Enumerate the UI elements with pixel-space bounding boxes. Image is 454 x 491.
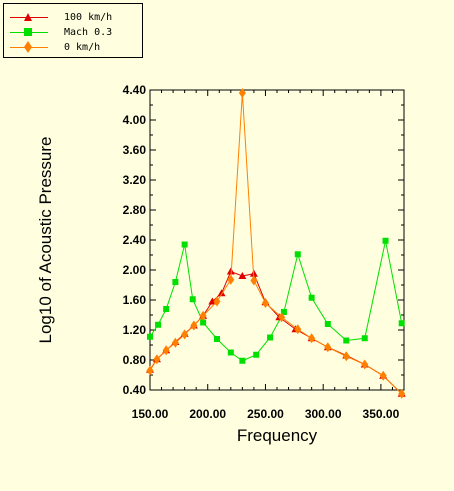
data-point-diamond	[379, 370, 387, 381]
data-point-square	[227, 349, 234, 356]
series-line-0	[149, 270, 403, 395]
series-line-1	[149, 240, 403, 362]
legend-item-100kmh: 100 km/h	[4, 10, 142, 25]
plot-frame	[149, 89, 405, 391]
y-tick-label: 0.40	[123, 383, 147, 397]
data-point-diamond	[278, 312, 286, 323]
legend-item-0kmh: 0 km/h	[4, 40, 142, 55]
data-point-diamond	[146, 365, 154, 376]
data-point-diamond	[227, 274, 235, 285]
data-point-square	[189, 296, 196, 303]
data-point-square	[147, 333, 153, 340]
data-point-triangle	[238, 272, 247, 279]
y-tick-label: 1.60	[123, 293, 147, 307]
y-tick-label: 4.00	[123, 113, 147, 127]
y-tick-label: 4.40	[123, 83, 147, 97]
data-point-square	[398, 320, 405, 327]
y-tick-label: 3.20	[123, 173, 147, 187]
data-point-square	[361, 335, 368, 342]
data-point-square	[280, 309, 287, 315]
data-point-square	[294, 251, 301, 258]
data-point-diamond	[398, 388, 406, 399]
data-point-diamond	[213, 296, 221, 307]
data-point-diamond	[361, 359, 369, 370]
data-point-square	[163, 306, 170, 312]
data-point-square	[213, 336, 220, 342]
data-point-diamond	[294, 324, 302, 335]
y-tick-label: 1.20	[123, 323, 147, 337]
y-tick-label: 2.00	[123, 263, 147, 277]
legend-label-0kmh: 0 km/h	[64, 42, 101, 53]
data-point-diamond	[171, 337, 179, 348]
data-point-triangle	[226, 267, 235, 275]
x-tick-label: 350.00	[363, 407, 400, 421]
legend-marker-triangle	[24, 13, 32, 21]
data-point-square	[172, 279, 179, 285]
y-tick-label: 2.40	[123, 233, 147, 247]
x-tick-label: 150.00	[132, 407, 169, 421]
data-point-diamond	[238, 88, 246, 98]
data-point-square	[308, 294, 315, 301]
data-point-diamond	[308, 333, 316, 344]
legend-marker-diamond	[24, 41, 32, 53]
legend-label-mach: Mach 0.3	[64, 27, 113, 38]
data-point-square	[200, 319, 207, 326]
legend-label-100kmh: 100 km/h	[64, 12, 113, 23]
chart-legend: 100 km/h Mach 0.3 0 km/h	[3, 3, 143, 58]
x-tick-label: 250.00	[247, 407, 284, 421]
data-point-diamond	[190, 320, 198, 331]
y-tick-label: 0.80	[123, 353, 147, 367]
data-point-diamond	[199, 310, 207, 321]
y-axis-label: Log10 of Acoustic Pressure	[36, 137, 55, 344]
x-axis-label: Frequency	[237, 426, 318, 445]
data-point-diamond	[250, 275, 258, 286]
data-point-diamond	[261, 298, 269, 308]
x-tick-label: 200.00	[189, 407, 226, 421]
data-point-diamond	[342, 351, 350, 362]
data-point-square	[253, 351, 260, 358]
data-point-triangle	[217, 289, 226, 297]
legend-marker-square	[24, 28, 32, 36]
data-point-diamond	[181, 329, 189, 340]
data-point-square	[181, 241, 188, 248]
data-point-diamond	[324, 342, 332, 353]
y-tick-label: 3.60	[123, 143, 147, 157]
data-point-square	[267, 334, 274, 341]
data-point-square	[382, 237, 389, 244]
data-point-square	[343, 337, 350, 344]
data-point-square	[324, 321, 331, 327]
data-point-square	[155, 321, 162, 328]
y-tick-label: 2.80	[123, 203, 147, 217]
data-point-square	[239, 357, 246, 364]
data-point-diamond	[162, 345, 170, 356]
data-point-diamond	[153, 354, 161, 365]
x-tick-label: 300.00	[305, 407, 342, 421]
legend-item-mach: Mach 0.3	[4, 25, 142, 40]
series-line-2	[149, 92, 403, 395]
